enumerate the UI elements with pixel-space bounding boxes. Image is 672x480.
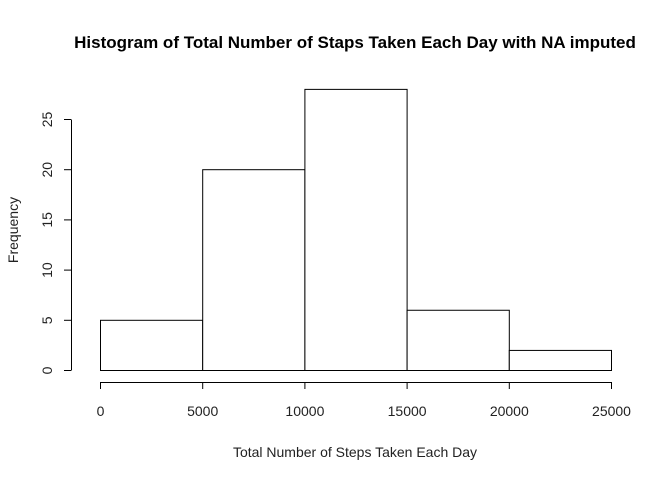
y-tick-label-0: 0 — [39, 366, 55, 374]
y-tick-label-5: 25 — [39, 112, 55, 128]
x-axis: 0 5000 10000 15000 20000 25000 — [97, 382, 631, 419]
x-axis-label: Total Number of Steps Taken Each Day — [233, 444, 477, 460]
y-tick-label-4: 20 — [39, 162, 55, 178]
x-tick-label-5: 25000 — [592, 403, 631, 419]
y-axis: 0 5 10 15 20 25 — [39, 112, 72, 374]
histogram-bar-3 — [406, 309, 510, 372]
histogram-bar-2 — [304, 88, 408, 371]
histogram-bar-0 — [100, 319, 204, 371]
histogram-bar-1 — [202, 169, 306, 371]
y-tick-label-2: 10 — [39, 262, 55, 278]
x-tick-label-3: 15000 — [388, 403, 427, 419]
x-tick-label-2: 10000 — [285, 403, 324, 419]
y-axis-label: Frequency — [5, 197, 21, 263]
chart-title: Histogram of Total Number of Staps Taken… — [74, 33, 636, 52]
y-tick-label-1: 5 — [39, 316, 55, 324]
x-tick-label-4: 20000 — [490, 403, 529, 419]
x-tick-label-1: 5000 — [187, 403, 218, 419]
histogram-bar-4 — [508, 349, 612, 372]
x-tick-label-0: 0 — [97, 403, 105, 419]
bars-group — [100, 88, 612, 372]
y-tick-label-3: 15 — [39, 212, 55, 228]
